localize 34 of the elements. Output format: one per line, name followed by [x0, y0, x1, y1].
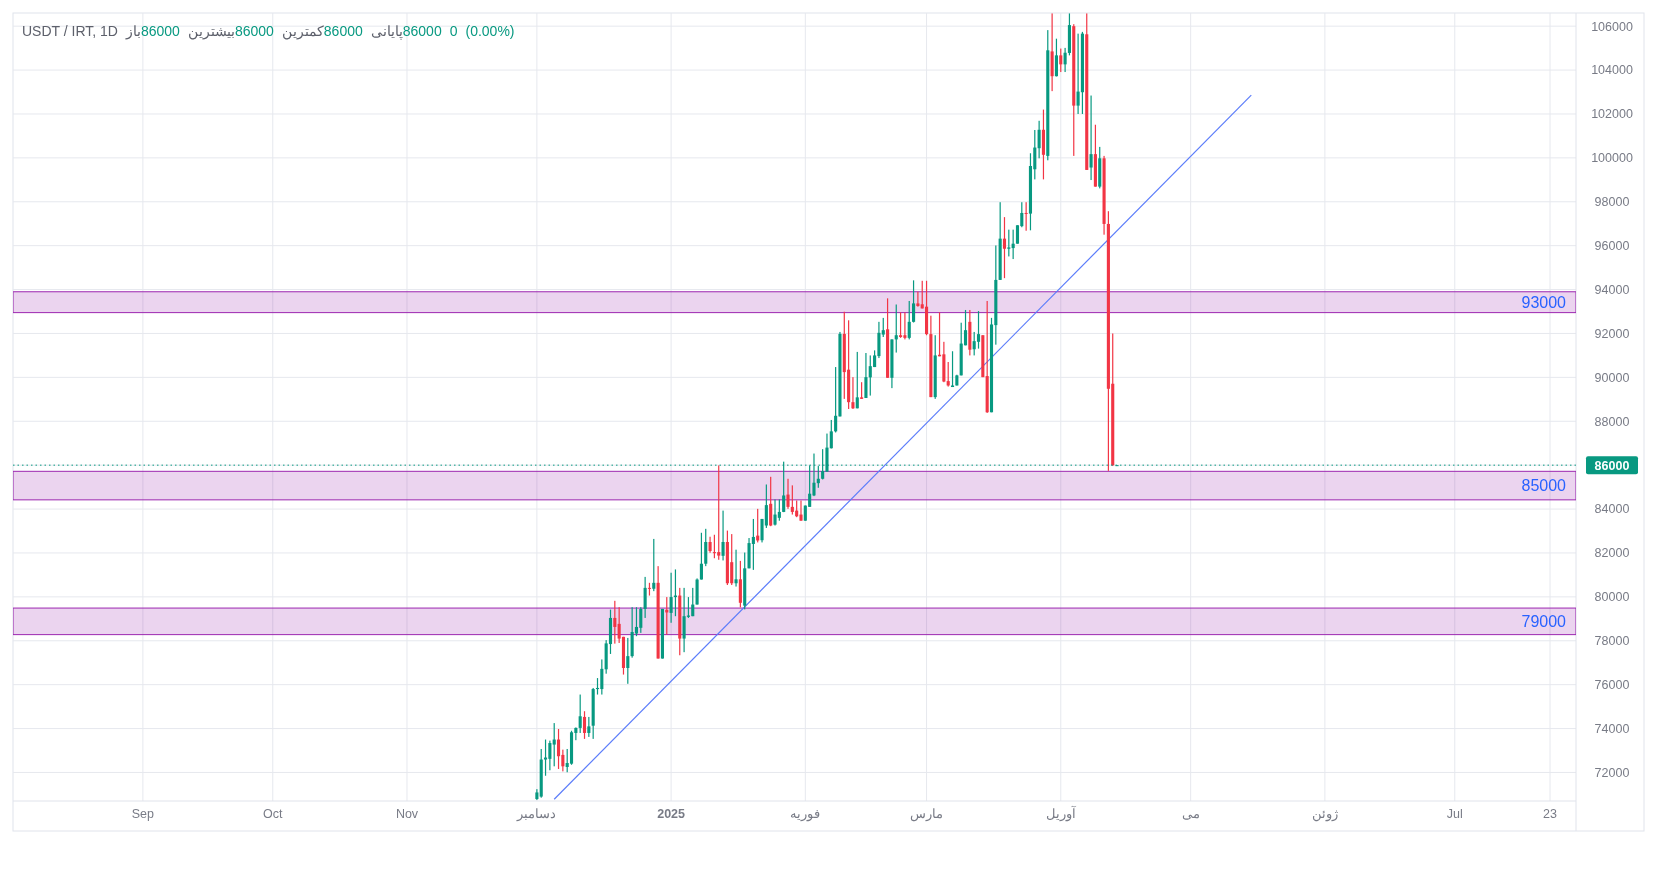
y-tick-label: 84000 [1594, 502, 1630, 517]
y-tick-label: 80000 [1594, 590, 1630, 605]
x-tick-label: Jul [1446, 807, 1463, 822]
y-tick-label: 106000 [1591, 19, 1633, 34]
y-tick-label: 104000 [1591, 63, 1633, 78]
x-tick-label: مارس [910, 807, 944, 823]
y-tick-label: 76000 [1594, 678, 1630, 693]
x-tick-label: دسامبر [516, 807, 557, 823]
y-tick-label: 98000 [1594, 195, 1630, 210]
y-tick-label: 90000 [1594, 370, 1630, 385]
x-tick-label: Nov [395, 807, 419, 822]
y-tick-label: 102000 [1591, 107, 1633, 122]
y-tick-label: 74000 [1594, 721, 1630, 736]
text: USDT / IRT, 1D [22, 23, 118, 39]
x-tick-label: 2025 [657, 807, 686, 822]
band-label: 93000 [1521, 293, 1567, 311]
y-tick-label: 92000 [1594, 326, 1630, 341]
x-tick-label: Oct [263, 807, 284, 822]
y-tick-label: 72000 [1594, 765, 1630, 780]
x-tick-label: می [1181, 807, 1200, 822]
y-tick-label: 78000 [1594, 634, 1630, 649]
ref-line-label: 86000 [1594, 458, 1630, 473]
x-tick-label: Sep [131, 807, 155, 822]
y-tick-label: 100000 [1591, 151, 1633, 166]
y-tick-label: 94000 [1594, 282, 1630, 297]
y-tick-label: 82000 [1594, 546, 1630, 561]
y-tick-label: 96000 [1594, 239, 1630, 254]
x-tick-label: 23 [1543, 807, 1558, 822]
y-tick-label: 88000 [1594, 414, 1630, 429]
x-tick-label: آوریل [1045, 805, 1077, 823]
x-tick-label: ژوئن [1311, 807, 1338, 823]
band-label: 85000 [1521, 477, 1567, 495]
x-tick-label: فوریه [790, 807, 821, 823]
band-label: 79000 [1521, 612, 1567, 630]
